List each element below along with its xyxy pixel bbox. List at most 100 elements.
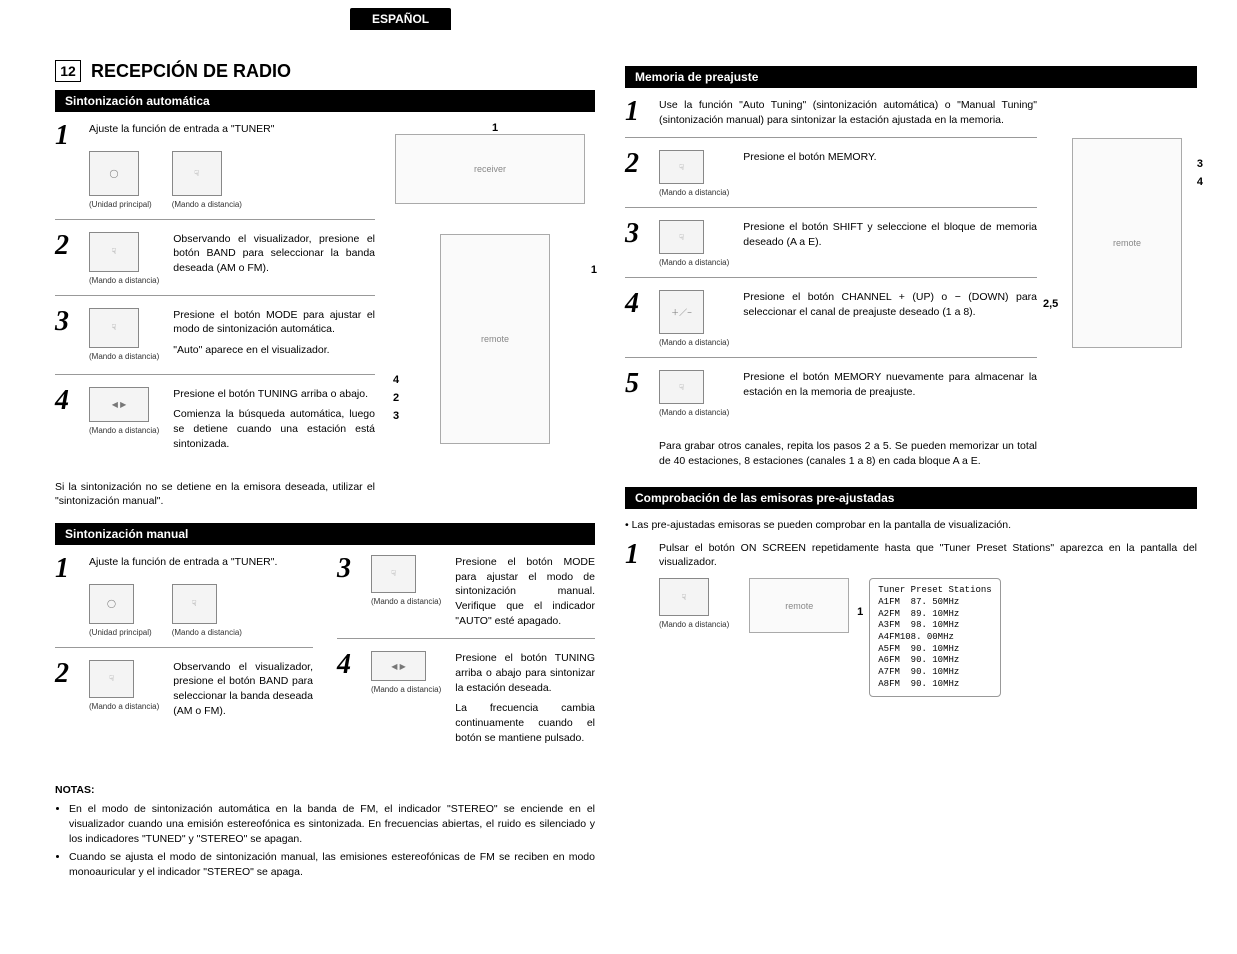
step-text: Pulsar el botón ON SCREEN repetidamente … <box>659 541 1197 570</box>
remote-callout-3: 3 <box>393 410 399 422</box>
language-tab: ESPAÑOL <box>350 8 451 30</box>
remote-callout-2: 2 <box>393 392 399 404</box>
step-text-a: Presione el botón TUNING arriba o abajo … <box>455 651 595 695</box>
step-number: 1 <box>625 98 659 127</box>
remote-hand-icon: ☟ <box>659 578 709 616</box>
remote-diagram-right: remote <box>1072 138 1182 348</box>
section-header-preset: Memoria de preajuste <box>625 66 1197 88</box>
step-text-a: Presione el botón MODE para ajustar el m… <box>173 308 375 337</box>
caption-remote: (Mando a distancia) <box>89 702 159 711</box>
preset-callout-25: 2,5 <box>1043 298 1058 310</box>
step-text: Presione el botón MODE para ajustar el m… <box>455 555 595 628</box>
auto-step-4: 4 ◀ ▶ (Mando a distancia) Presione el bo… <box>55 387 375 468</box>
step-text: Use la función "Auto Tuning" (sintonizac… <box>659 98 1037 127</box>
note-item: Cuando se ajusta el modo de sintonizació… <box>69 850 595 879</box>
section-number-box: 12 <box>55 60 81 82</box>
caption-main-unit: (Unidad principal) <box>89 628 152 637</box>
step-text-b: Comienza la búsqueda automática, luego s… <box>173 407 375 451</box>
caption-remote: (Mando a distancia) <box>89 352 159 361</box>
caption-remote: (Mando a distancia) <box>371 597 441 606</box>
preset-callout-4: 4 <box>1197 176 1203 188</box>
caption-remote: (Mando a distancia) <box>659 188 729 197</box>
auto-step-3: 3 ☟ (Mando a distancia) Presione el botó… <box>55 308 375 375</box>
remote-bottom-diagram: remote <box>749 578 849 633</box>
preset-step-1: 1 Use la función "Auto Tuning" (sintoniz… <box>625 98 1037 138</box>
step-number: 2 <box>55 660 89 719</box>
step-number: 4 <box>337 651 371 751</box>
step-text: Presione el botón SHIFT y seleccione el … <box>743 220 1037 267</box>
remote-hand-icon: ☟ <box>89 232 139 272</box>
caption-main-unit: (Unidad principal) <box>89 200 152 209</box>
step-text: Ajuste la función de entrada a "TUNER". <box>89 555 313 570</box>
section-header-manual: Sintonización manual <box>55 523 595 545</box>
channel-buttons-icon: ＋／− <box>659 290 704 334</box>
auto-step-1: 1 Ajuste la función de entrada a "TUNER"… <box>55 122 375 220</box>
receiver-callout: 1 <box>395 122 595 134</box>
step-text: Presione el botón MEMORY. <box>743 150 1037 197</box>
remote-callout-4: 4 <box>393 374 399 386</box>
caption-remote: (Mando a distancia) <box>172 200 242 209</box>
caption-remote: (Mando a distancia) <box>659 620 729 629</box>
preset-step-3: 3 ☟ (Mando a distancia) Presione el botó… <box>625 220 1037 278</box>
caption-remote: (Mando a distancia) <box>371 685 441 694</box>
check-callout-1: 1 <box>857 606 863 618</box>
manual-step-3: 3 ☟ (Mando a distancia) Presione el botó… <box>337 555 595 639</box>
note-item: En el modo de sintonización automática e… <box>69 802 595 846</box>
dial-icon: ◯ <box>89 151 139 196</box>
preset-footnote: Para grabar otros canales, repita los pa… <box>659 439 1037 468</box>
step-number: 3 <box>337 555 371 628</box>
section-header-check: Comprobación de las emisoras pre-ajustad… <box>625 487 1197 509</box>
remote-hand-icon: ☟ <box>659 370 704 404</box>
step-number: 4 <box>625 290 659 347</box>
page-title-row: 12 RECEPCIÓN DE RADIO <box>55 60 595 82</box>
caption-remote: (Mando a distancia) <box>659 258 729 267</box>
preset-step-2: 2 ☟ (Mando a distancia) Presione el botó… <box>625 150 1037 208</box>
remote-hand-icon: ☟ <box>89 660 134 698</box>
step-text: Ajuste la función de entrada a "TUNER" <box>89 122 375 137</box>
preset-step-5: 5 ☟ (Mando a distancia) Presione el botó… <box>625 370 1037 427</box>
remote-hand-icon: ☟ <box>659 150 704 184</box>
check-bullet-text: Las pre-ajustadas emisoras se pueden com… <box>632 519 1011 531</box>
step-number: 4 <box>55 387 89 458</box>
receiver-diagram: receiver <box>395 134 585 204</box>
step-number: 1 <box>55 122 89 209</box>
remote-diagram: remote <box>440 234 550 444</box>
section-header-auto: Sintonización automática <box>55 90 595 112</box>
manual-step-1: 1 Ajuste la función de entrada a "TUNER"… <box>55 555 313 648</box>
notes-header: NOTAS: <box>55 783 595 798</box>
remote-hand-icon: ☟ <box>659 220 704 254</box>
caption-remote: (Mando a distancia) <box>659 408 729 417</box>
remote-callout-1: 1 <box>591 264 597 276</box>
step-text: Presione el botón CHANNEL + (UP) o − (DO… <box>743 290 1037 347</box>
manual-step-2: 2 ☟ (Mando a distancia) Observando el vi… <box>55 660 313 729</box>
caption-remote: (Mando a distancia) <box>89 426 159 435</box>
remote-hand-icon: ☟ <box>172 584 217 624</box>
check-bullet: • Las pre-ajustadas emisoras se pueden c… <box>625 519 1197 531</box>
page-content: 12 RECEPCIÓN DE RADIO Sintonización auto… <box>55 60 1197 884</box>
remote-hand-icon: ☟ <box>89 308 139 348</box>
step-number: 3 <box>625 220 659 267</box>
step-text: Presione el botón TUNING arriba o abajo.… <box>173 387 375 458</box>
notes-block: NOTAS: En el modo de sintonización autom… <box>55 783 595 879</box>
step-text: Presione el botón TUNING arriba o abajo … <box>455 651 595 751</box>
page-title: RECEPCIÓN DE RADIO <box>91 61 291 82</box>
check-step-1: 1 Pulsar el botón ON SCREEN repetidament… <box>625 541 1197 708</box>
auto-footnote: Si la sintonización no se detiene en la … <box>55 480 375 509</box>
tuning-buttons-icon: ◀ ▶ <box>89 387 149 422</box>
step-number: 3 <box>55 308 89 364</box>
step-number: 5 <box>625 370 659 417</box>
remote-hand-icon: ☟ <box>172 151 222 196</box>
auto-step-2: 2 ☟ (Mando a distancia) Observando el vi… <box>55 232 375 296</box>
tuning-buttons-icon: ◀ ▶ <box>371 651 426 681</box>
step-text: Observando el visualizador, presione el … <box>173 660 313 719</box>
step-number: 2 <box>55 232 89 285</box>
step-text: Observando el visualizador, presione el … <box>173 232 375 285</box>
step-number: 2 <box>625 150 659 197</box>
preset-step-4: 4 ＋／− (Mando a distancia) Presione el bo… <box>625 290 1037 358</box>
caption-remote: (Mando a distancia) <box>89 276 159 285</box>
step-text-b: La frecuencia cambia continuamente cuand… <box>455 701 595 745</box>
dial-icon: ◯ <box>89 584 134 624</box>
preset-stations-display: Tuner Preset Stations A1FM 87. 50MHz A2F… <box>869 578 1000 697</box>
step-text-a: Presione el botón TUNING arriba o abajo. <box>173 387 375 402</box>
step-text: Presione el botón MODE para ajustar el m… <box>173 308 375 364</box>
